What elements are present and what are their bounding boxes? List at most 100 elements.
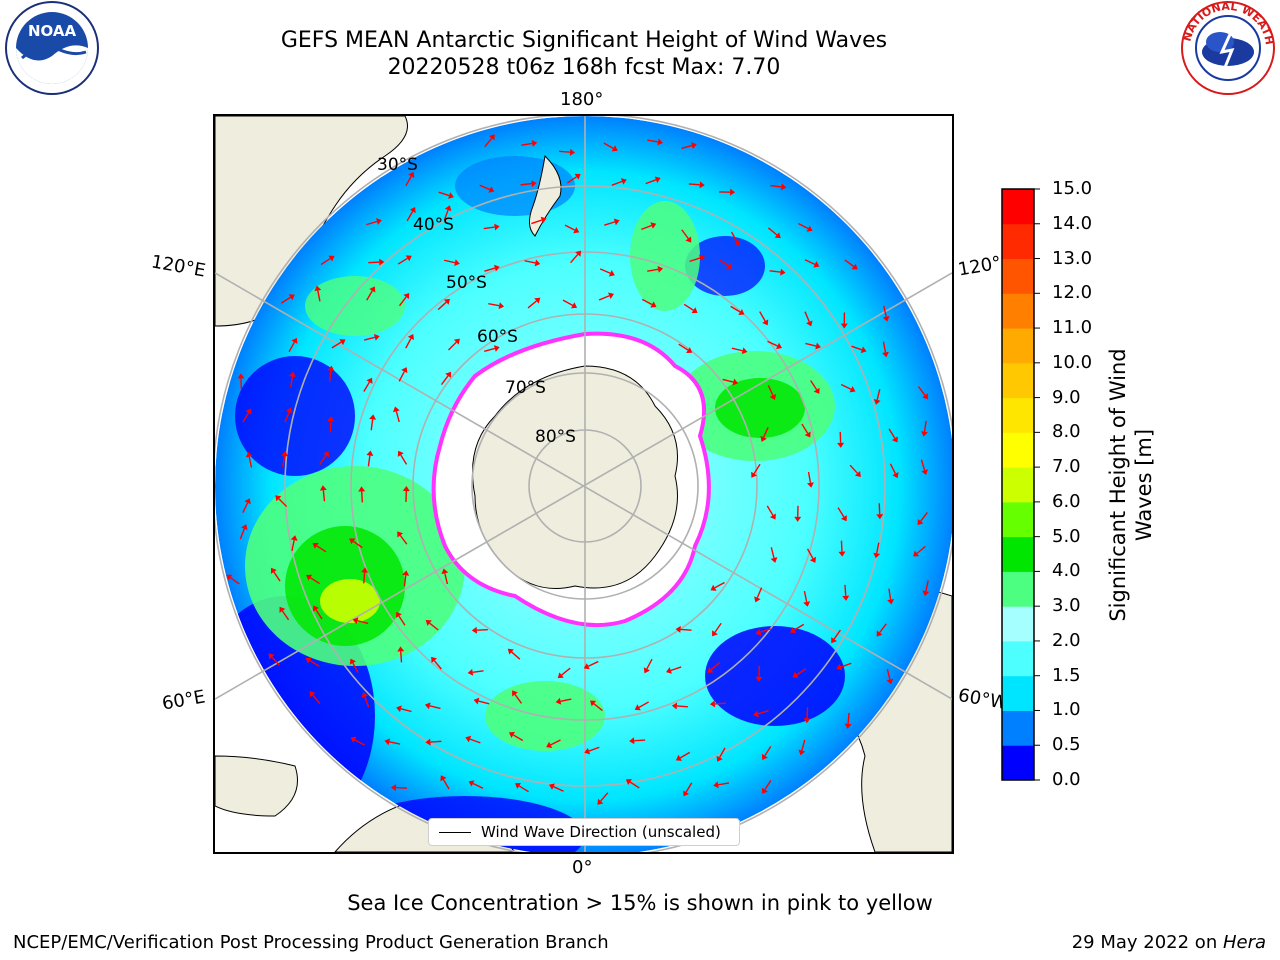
wave-direction-arrow	[395, 786, 407, 789]
colorbar-segment	[1002, 189, 1034, 225]
wave-direction-arrowhead	[710, 584, 717, 591]
wave-direction-arrow	[767, 340, 778, 347]
wave-direction-arrow	[278, 498, 288, 508]
wave-direction-arrowhead	[584, 747, 591, 755]
wave-direction-arrowhead	[444, 205, 452, 212]
wave-direction-arrow	[851, 345, 863, 351]
wave-direction-arrowhead	[405, 255, 412, 262]
wave-direction-arrow	[403, 575, 407, 587]
footer-machine: Hera	[1222, 932, 1266, 953]
wave-direction-arrowhead	[471, 626, 477, 634]
wave-direction-arrow	[440, 375, 449, 386]
wave-direction-arrowhead	[794, 516, 802, 522]
wave-direction-arrowhead	[675, 754, 682, 761]
wave-direction-arrowhead	[738, 308, 745, 316]
wave-direction-arrow	[518, 785, 529, 793]
wave-direction-arrowhead	[313, 605, 319, 612]
wave-direction-arrowhead	[920, 431, 928, 437]
wave-direction-arrowhead	[629, 737, 635, 745]
wave-direction-arrowhead	[804, 431, 811, 438]
wave-direction-arrowhead	[245, 408, 252, 415]
wave-direction-arrow	[769, 270, 781, 273]
wave-direction-arrowhead	[699, 181, 705, 189]
wave-direction-arrow	[714, 702, 726, 705]
wave-direction-arrowhead	[806, 225, 813, 232]
legend-line-swatch	[439, 831, 471, 833]
lon-label-120e: 120°E	[149, 251, 208, 282]
wave-direction-arrowhead	[776, 342, 783, 350]
wave-direction-arrow	[291, 539, 295, 552]
wave-direction-arrow	[753, 463, 761, 474]
wave-direction-arrowhead	[361, 567, 369, 573]
colorbar-segment	[1002, 606, 1034, 642]
wave-direction-arrow	[478, 700, 490, 705]
colorbar-tick-label: 12.0	[1052, 282, 1093, 304]
wave-direction-arrowhead	[887, 599, 895, 605]
wave-direction-arrowhead	[683, 790, 690, 797]
wave-direction-arrow	[718, 258, 729, 267]
wave-direction-arrowhead	[713, 781, 719, 789]
wave-direction-arrow	[876, 389, 881, 401]
wave-direction-arrowhead	[716, 755, 723, 762]
wave-direction-arrowhead	[531, 180, 537, 188]
wave-direction-arrowhead	[575, 250, 582, 257]
wave-direction-arrowhead	[245, 451, 253, 458]
colorbar-tick-label: 2.0	[1052, 629, 1081, 651]
wave-direction-arrowhead	[780, 268, 786, 276]
wave-direction-arrowhead	[397, 646, 405, 652]
wave-direction-arrow	[641, 224, 652, 231]
wave-direction-arrowhead	[424, 702, 431, 710]
wave-direction-arrow	[833, 629, 841, 640]
colorbar-tick-label: 3.0	[1052, 595, 1081, 617]
wave-direction-arrowhead	[488, 186, 495, 193]
wave-direction-arrowhead	[860, 346, 867, 354]
wave-direction-arrowhead	[392, 406, 400, 413]
wave-direction-arrowhead	[441, 568, 449, 575]
wave-direction-arrow	[806, 707, 809, 719]
wave-direction-arrow	[804, 259, 816, 265]
wave-direction-arrow	[472, 670, 484, 674]
wave-direction-arrow	[531, 219, 543, 225]
wave-direction-arrowhead	[366, 377, 373, 384]
wave-direction-arrow	[876, 542, 880, 554]
wave-direction-arrowhead	[620, 178, 627, 185]
wave-direction-arrowhead	[842, 595, 850, 601]
wave-direction-arrow	[793, 623, 805, 631]
wave-direction-arrow	[798, 222, 809, 230]
wave-direction-arrow	[925, 580, 929, 592]
wave-direction-arrow	[889, 463, 897, 474]
svg-text:NOAA: NOAA	[28, 22, 77, 40]
wave-direction-arrow	[679, 751, 691, 759]
wave-direction-arrow	[448, 341, 457, 351]
wave-direction-arrowhead	[268, 653, 275, 660]
wave-direction-arrow	[284, 411, 290, 423]
wave-direction-arrow	[444, 573, 449, 585]
wave-direction-arrowhead	[882, 315, 890, 322]
wave-direction-arrow	[512, 734, 524, 742]
wave-direction-arrowhead	[873, 552, 881, 559]
wave-direction-arrow	[561, 667, 571, 676]
wave-direction-arrowhead	[379, 258, 385, 266]
wave-direction-arrow	[920, 459, 926, 471]
wave-direction-arrow	[807, 471, 812, 483]
wave-direction-arrow	[479, 184, 491, 191]
wave-direction-arrowhead	[244, 498, 251, 505]
wave-direction-arrow	[511, 651, 521, 660]
wave-direction-arrow	[429, 705, 441, 710]
wave-direction-arrowhead	[650, 222, 657, 229]
wave-direction-arrow	[801, 739, 806, 751]
wave-direction-arrowhead	[396, 705, 402, 713]
wave-direction-arrowhead	[790, 627, 797, 634]
wave-direction-arrow	[437, 301, 447, 311]
wave-direction-arrow	[405, 175, 412, 187]
wave-direction-arrowhead	[498, 302, 505, 310]
footer-date: 29 May 2022 on	[1071, 932, 1223, 953]
wave-direction-arrow	[681, 144, 693, 150]
wave-direction-arrowhead	[611, 145, 618, 152]
colorbar-tick-label: 1.5	[1052, 664, 1081, 686]
wave-direction-arrowhead	[390, 784, 397, 792]
wave-direction-arrow	[849, 464, 859, 474]
wave-direction-arrowhead	[327, 365, 335, 371]
colorbar-tick-label: 0.5	[1052, 734, 1081, 756]
wave-direction-arrowhead	[854, 470, 861, 478]
